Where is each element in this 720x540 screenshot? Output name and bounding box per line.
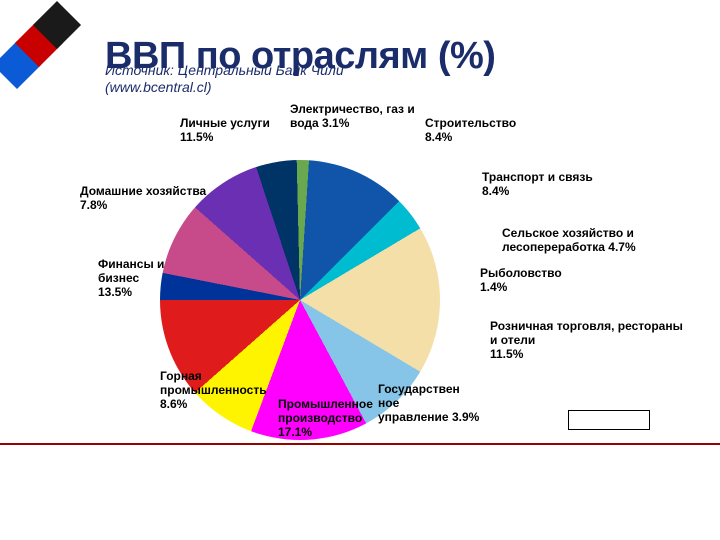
pie-slice-label: Розничная торговля, рестораныи отели11.5… — [490, 320, 683, 361]
corner-decoration — [0, 8, 70, 98]
pie-slice-label: Строительство8.4% — [425, 117, 516, 145]
pie-slice-label: Финансы ибизнес13.5% — [98, 258, 164, 299]
pie-slice-label: Промышленноепроизводство17.1% — [278, 398, 373, 439]
pie-slice-label: Рыболовство1.4% — [480, 267, 562, 295]
source-line: Источник: Центральный Банк Чили (www.bce… — [105, 62, 344, 96]
source-text-1: Источник: Центральный Банк Чили — [105, 62, 344, 78]
pie-slice-label: Домашние хозяйства7.8% — [80, 185, 206, 213]
pie-slice-label: Электричество, газ ивода 3.1% — [290, 103, 415, 131]
pie-slice-label: Государственноеуправление 3.9% — [378, 383, 479, 424]
pie-slice-label: Транспорт и связь8.4% — [482, 171, 593, 199]
pie-slice-label: Сельское хозяйство илесопереработка 4.7% — [502, 227, 636, 255]
pie-slice-label: Горнаяпромышленность8.6% — [160, 370, 267, 411]
slide-bottom-rule — [0, 443, 720, 445]
legend-box — [568, 410, 650, 430]
source-text-2: (www.bcentral.cl) — [105, 79, 212, 95]
pie-slice-label: Личные услуги11.5% — [180, 117, 270, 145]
